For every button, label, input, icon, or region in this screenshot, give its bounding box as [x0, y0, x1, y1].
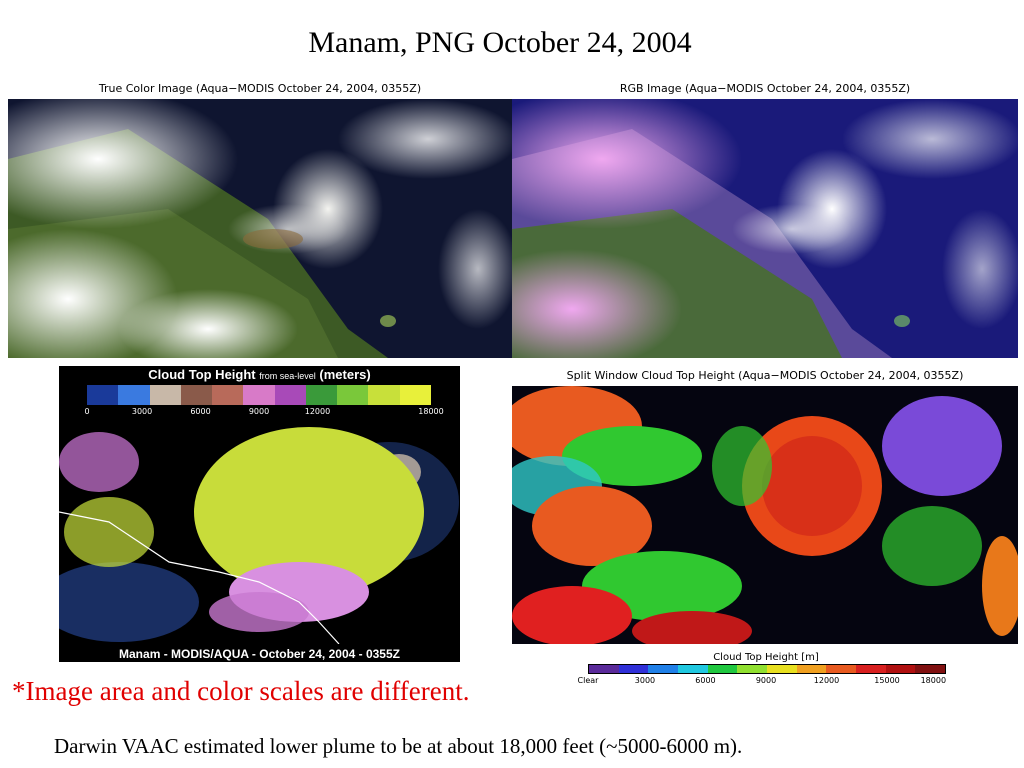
tick-label: 6000: [190, 407, 211, 416]
cloud-top-bottom-caption: Manam - MODIS/AQUA - October 24, 2004 - …: [119, 647, 400, 661]
tick-label: 6000: [695, 676, 716, 685]
cloud-top-color-scale: [87, 385, 431, 405]
tick-label: 12000: [813, 676, 840, 685]
tick-label: 3000: [131, 407, 153, 416]
tick-label: 18000: [418, 407, 444, 416]
tick-label: 12000: [304, 407, 331, 416]
tick-label: Clear: [577, 676, 599, 685]
footer-text: Darwin VAAC estimated lower plume to be …: [54, 734, 743, 758]
slide-title: Manam, PNG October 24, 2004: [308, 26, 692, 59]
cloud-top-ticks: 0 3000 6000 9000 12000 18000: [84, 407, 443, 417]
tick-label: 3000: [634, 676, 656, 685]
rgb-caption: RGB Image (Aqua−MODIS October 24, 2004, …: [619, 82, 911, 95]
tick-label: 9000: [755, 676, 777, 685]
split-window-color-scale: [588, 664, 946, 674]
tick-label: 9000: [248, 407, 270, 416]
cloud-top-height-map: [59, 427, 459, 644]
split-window-image: [512, 386, 1018, 644]
tick-label: 0: [84, 407, 90, 416]
tick-label: 18000: [920, 676, 947, 685]
true-color-caption: True Color Image (Aqua−MODIS October 24,…: [98, 82, 422, 95]
rgb-image: [512, 99, 1018, 358]
split-window-scale-title: Cloud Top Height [m]: [713, 652, 819, 663]
split-window-caption: Split Window Cloud Top Height (Aqua−MODI…: [566, 369, 964, 382]
note-text: *Image area and color scales are differe…: [12, 676, 470, 706]
tick-label: 15000: [874, 676, 900, 685]
cloud-top-legend-title: Cloud Top Height from sea-level (meters): [59, 367, 460, 382]
cloud-top-height-panel: Cloud Top Height from sea-level (meters)…: [59, 366, 460, 662]
legend-title-text: Cloud Top Height: [148, 367, 256, 382]
legend-units-text: (meters): [319, 367, 371, 382]
legend-sub-text: from sea-level: [259, 371, 316, 381]
true-color-image: [8, 99, 512, 358]
split-window-ticks: Clear 3000 6000 9000 12000 15000 18000: [578, 676, 947, 686]
